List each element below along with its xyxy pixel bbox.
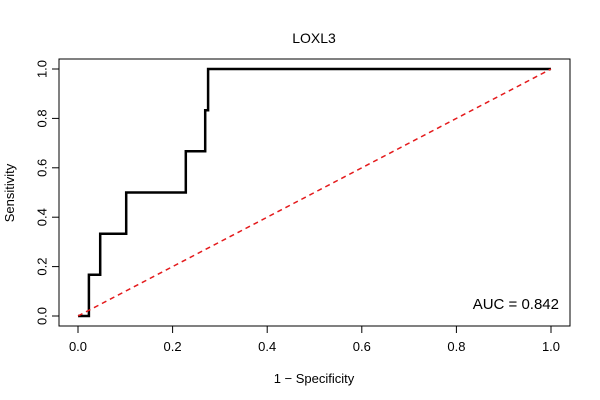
x-tick-label: 0.0 [69, 339, 87, 354]
y-tick-label: 0.2 [35, 258, 50, 276]
y-tick-label: 0.4 [35, 208, 50, 226]
y-axis-label: Sensitivity [2, 163, 17, 222]
auc-annotation: AUC = 0.842 [473, 296, 559, 313]
y-tick-label: 1.0 [35, 60, 50, 78]
x-tick-label: 1.0 [542, 339, 560, 354]
x-axis-label: 1 − Specificity [274, 371, 355, 386]
series-layer [77, 67, 552, 318]
chart-title: LOXL3 [292, 30, 336, 46]
x-axis: 0.0 0.2 0.4 0.6 0.8 1.0 [69, 325, 560, 354]
chance-diagonal-line [77, 68, 552, 317]
x-tick-label: 0.8 [447, 339, 465, 354]
x-tick-label: 0.2 [164, 339, 182, 354]
x-tick-label: 0.4 [258, 339, 276, 354]
y-tick-label: 0.0 [35, 307, 50, 325]
x-tick-label: 0.6 [353, 339, 371, 354]
y-tick-label: 0.6 [35, 159, 50, 177]
y-axis: 0.0 0.2 0.4 0.6 0.8 1.0 [35, 60, 60, 325]
y-tick-label: 0.8 [35, 109, 50, 127]
roc-curve-line [78, 67, 551, 318]
